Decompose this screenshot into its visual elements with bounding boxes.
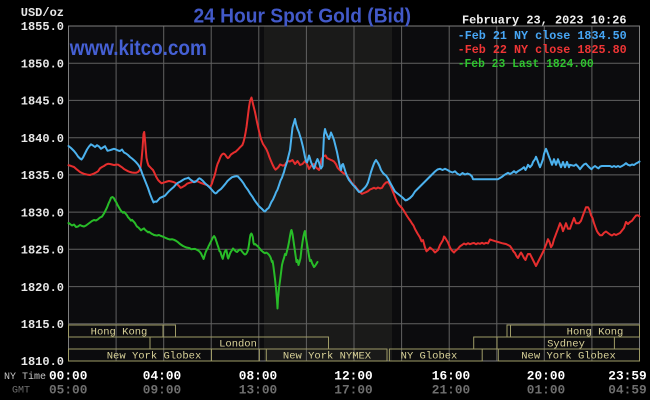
- svg-text:USD/oz: USD/oz: [21, 6, 64, 20]
- svg-text:1810.0: 1810.0: [21, 355, 64, 369]
- svg-text:1815.0: 1815.0: [21, 318, 64, 332]
- svg-text:New York Globex: New York Globex: [521, 351, 616, 363]
- svg-text:08:00: 08:00: [239, 369, 277, 384]
- svg-text:20:00: 20:00: [527, 369, 565, 384]
- svg-text:GMT: GMT: [12, 386, 30, 397]
- svg-text:1825.0: 1825.0: [21, 244, 64, 258]
- svg-text:1835.0: 1835.0: [21, 169, 64, 183]
- svg-text:February 23, 2023 10:26: February 23, 2023 10:26: [462, 14, 627, 27]
- svg-text:1855.0: 1855.0: [21, 20, 64, 34]
- svg-text:1840.0: 1840.0: [21, 132, 64, 146]
- svg-text:1845.0: 1845.0: [21, 95, 64, 109]
- svg-text:04:00: 04:00: [143, 369, 181, 384]
- svg-text:04:59: 04:59: [608, 383, 646, 398]
- svg-text:13:00: 13:00: [239, 383, 277, 398]
- svg-text:21:00: 21:00: [432, 383, 470, 398]
- svg-text:1830.0: 1830.0: [21, 206, 64, 220]
- svg-text:-Feb 22 NY close 1825.80: -Feb 22 NY close 1825.80: [458, 44, 627, 57]
- svg-text:24 Hour Spot Gold (Bid): 24 Hour Spot Gold (Bid): [194, 6, 412, 28]
- svg-text:09:00: 09:00: [143, 383, 181, 398]
- svg-text:NY Time: NY Time: [4, 371, 46, 383]
- svg-text:12:00: 12:00: [334, 369, 372, 384]
- svg-text:17:00: 17:00: [334, 383, 372, 398]
- svg-text:1820.0: 1820.0: [21, 281, 64, 295]
- svg-text:Hong Kong: Hong Kong: [567, 327, 624, 339]
- svg-text:New York Globex: New York Globex: [107, 351, 202, 363]
- svg-text:www.kitco.com: www.kitco.com: [69, 37, 207, 60]
- svg-text:1850.0: 1850.0: [21, 57, 64, 71]
- svg-text:Hong Kong: Hong Kong: [91, 327, 148, 339]
- svg-text:16:00: 16:00: [432, 369, 470, 384]
- svg-text:NY Globex: NY Globex: [401, 351, 458, 363]
- svg-text:London: London: [219, 339, 257, 351]
- svg-text:00:00: 00:00: [49, 369, 87, 384]
- svg-text:-Feb 21 NY close 1834.50: -Feb 21 NY close 1834.50: [458, 30, 627, 43]
- svg-text:-Feb 23 Last 1824.00: -Feb 23 Last 1824.00: [458, 58, 594, 71]
- svg-text:01:00: 01:00: [527, 383, 565, 398]
- svg-text:23:59: 23:59: [608, 369, 646, 384]
- svg-text:05:00: 05:00: [49, 383, 87, 398]
- svg-text:New York NYMEX: New York NYMEX: [283, 351, 372, 363]
- svg-text:Sydney: Sydney: [547, 339, 585, 351]
